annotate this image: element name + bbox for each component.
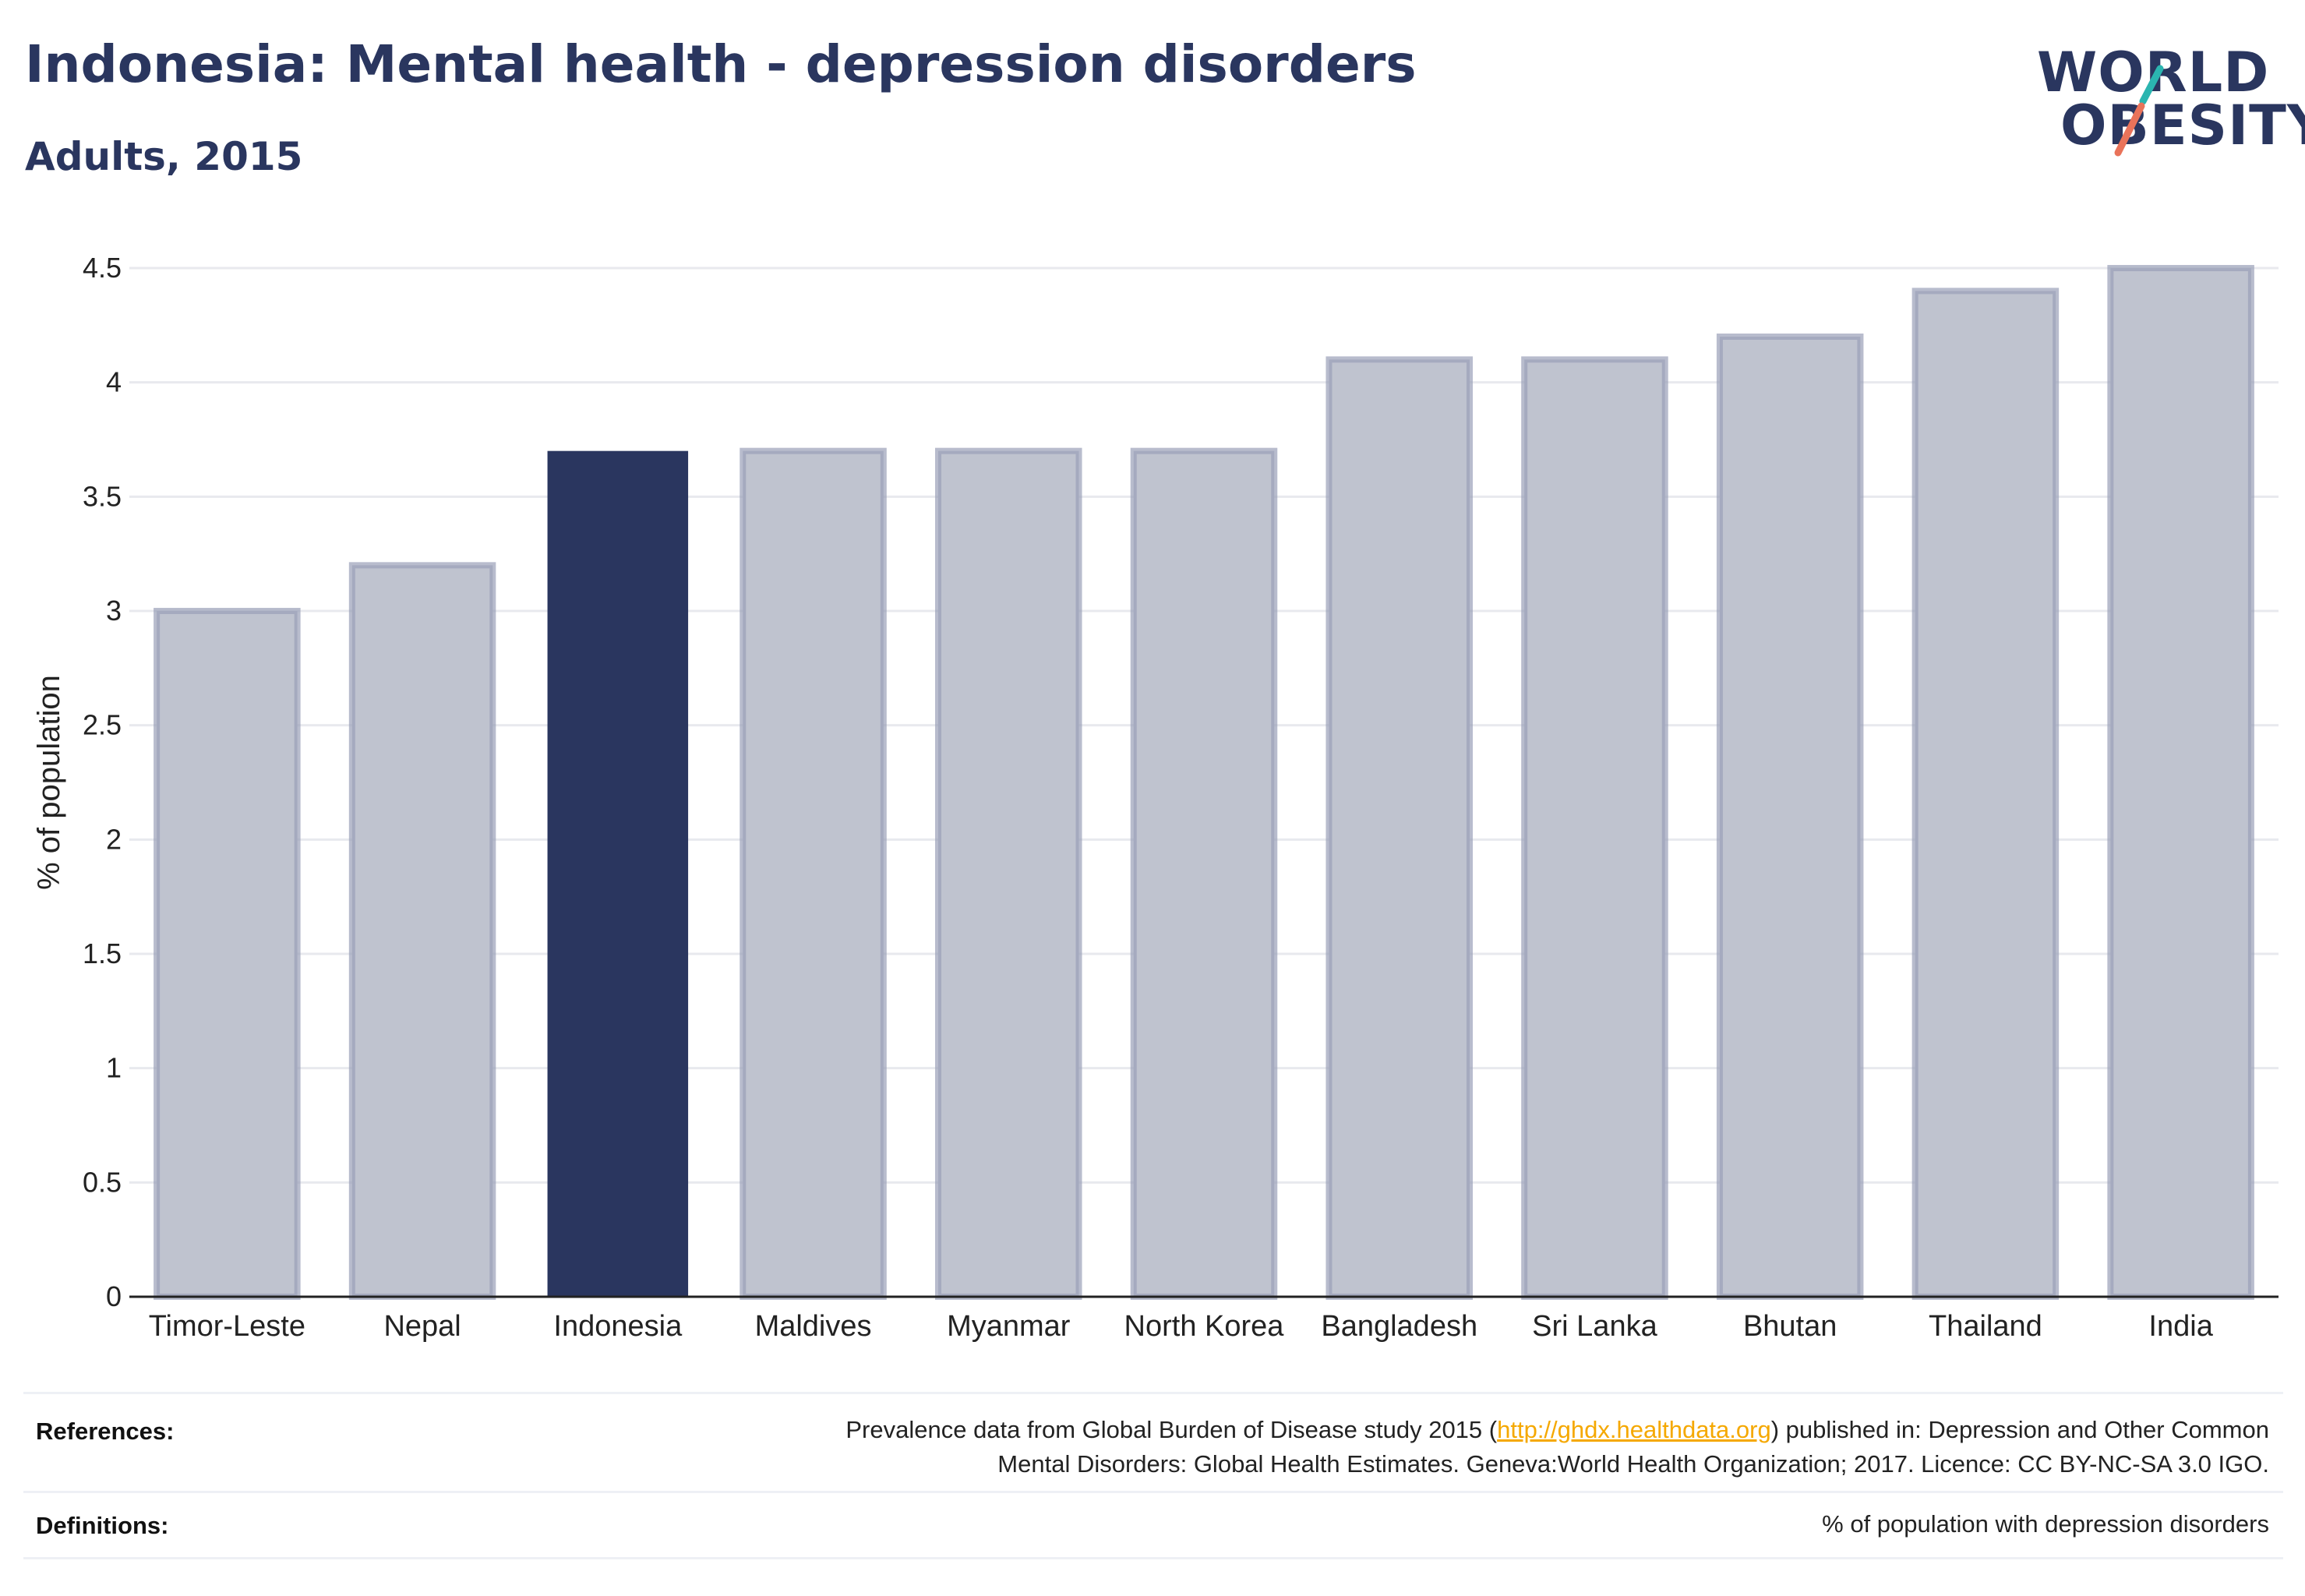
footer-references: References: Prevalence data from Global … <box>23 1392 2283 1559</box>
y-tick-label: 1.5 <box>83 937 122 969</box>
bar-timor-leste <box>154 608 301 1300</box>
x-tick-label: Sri Lanka <box>1532 1310 1657 1343</box>
y-tick-label: 2.5 <box>83 709 122 741</box>
y-tick-label: 0 <box>106 1280 122 1312</box>
y-tick-label: 2 <box>106 823 122 855</box>
y-tick-label: 4 <box>106 366 122 398</box>
bars <box>154 265 2254 1301</box>
x-tick-label: Thailand <box>1929 1310 2042 1343</box>
references-row: References: Prevalence data from Global … <box>23 1392 2283 1491</box>
x-tick-label: Bangladesh <box>1321 1310 1477 1343</box>
x-tick-label: India <box>2148 1310 2213 1343</box>
x-tick-label: Myanmar <box>947 1310 1071 1343</box>
chart-subtitle: Adults, 2015 <box>25 134 303 179</box>
references-link[interactable]: http://ghdx.healthdata.org <box>1497 1416 1771 1443</box>
references-line1-pre: Prevalence data from Global Burden of Di… <box>845 1416 1498 1443</box>
x-tick-label: Indonesia <box>553 1310 683 1343</box>
y-tick-labels: 0 0.5 1 1.5 2 2.5 3 3.5 4 4.5 <box>83 252 122 1312</box>
x-tick-label: Nepal <box>383 1310 461 1343</box>
y-tick-label: 1 <box>106 1052 122 1084</box>
y-tick-label: 4.5 <box>83 252 122 284</box>
x-tick-labels: Timor-Leste Nepal Indonesia Maldives Myanmar… <box>149 1310 2214 1343</box>
chart-title: Indonesia: Mental health - depression di… <box>25 34 1417 94</box>
definitions-text: % of population with depression disorder… <box>1822 1510 2269 1538</box>
references-text: Prevalence data from Global Burden of Di… <box>845 1413 2269 1481</box>
world-obesity-logo: WORLD OBESITY <box>2034 20 2305 168</box>
bar-maldives <box>740 447 887 1301</box>
bar-north-korea <box>1130 447 1278 1301</box>
y-tick-label: 0.5 <box>83 1166 122 1198</box>
x-tick-label: Bhutan <box>1743 1310 1837 1343</box>
logo-slash-icon <box>2114 65 2164 157</box>
y-tick-label: 3 <box>106 595 122 627</box>
x-tick-label: North Korea <box>1124 1310 1285 1343</box>
definitions-row: Definitions: % of population with depres… <box>23 1491 2283 1559</box>
bar-myanmar <box>935 447 1082 1301</box>
logo-text-line1: WORLD <box>2037 41 2270 104</box>
bar-india <box>2107 265 2254 1300</box>
definitions-label: Definitions: <box>36 1512 169 1539</box>
bar-nepal <box>348 562 496 1301</box>
references-line1-post: ) published in: Depression and Other Com… <box>1770 1416 2269 1443</box>
x-tick-label: Maldives <box>755 1310 872 1343</box>
references-label: References: <box>36 1418 175 1445</box>
bar-thailand <box>1911 288 2060 1300</box>
y-axis-label: % of population <box>32 675 66 890</box>
logo-text-line2: OBESITY <box>2060 94 2305 157</box>
bar-chart: 0 0.5 1 1.5 2 2.5 3 3.5 4 4.5 Timor-Leste Nepal Ind… <box>32 252 2279 1343</box>
bar-bangladesh <box>1325 356 1473 1300</box>
references-line2: Mental Disorders: Global Health Estimate… <box>997 1450 2269 1478</box>
bar-sri-lanka <box>1521 356 1668 1300</box>
x-tick-label: Timor-Leste <box>149 1310 305 1343</box>
bar-bhutan <box>1716 334 1864 1300</box>
y-tick-label: 3.5 <box>83 480 122 512</box>
bar-indonesia <box>547 450 689 1297</box>
